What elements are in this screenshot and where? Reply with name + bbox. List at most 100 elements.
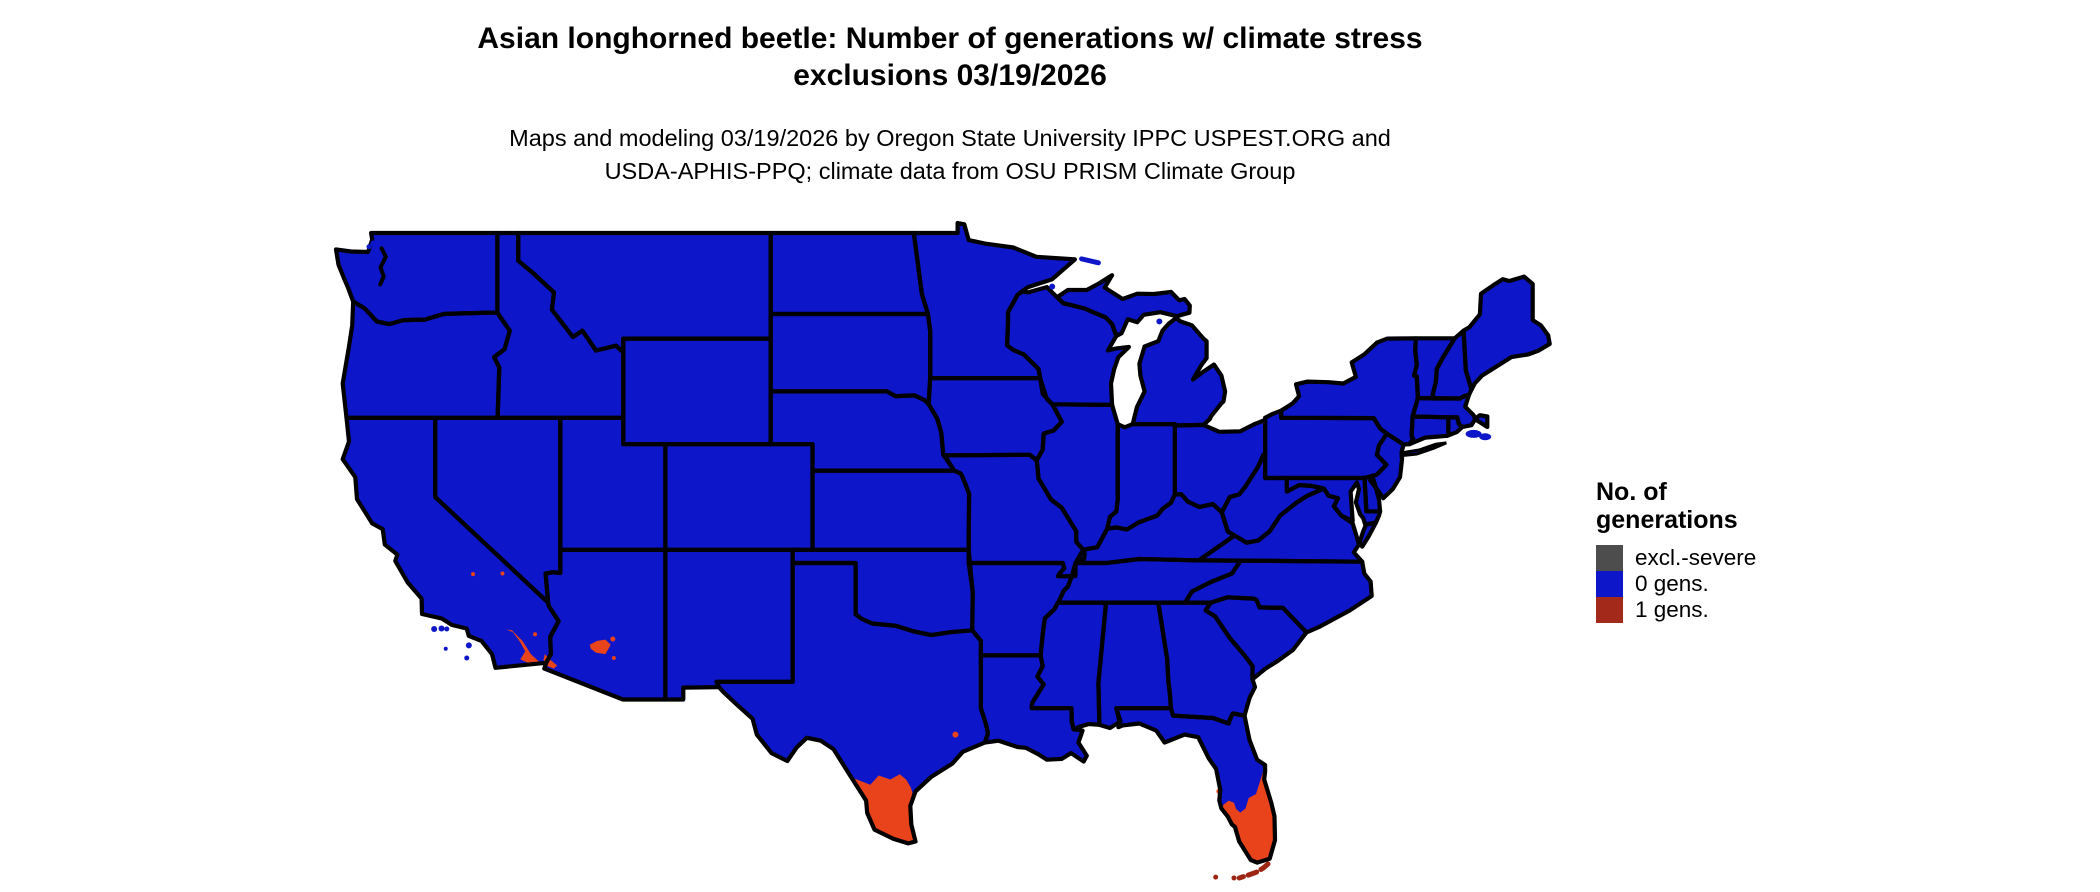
state-tn: [1059, 559, 1241, 603]
channel-island-4: [464, 655, 470, 661]
state-ok: [792, 549, 973, 636]
one-generation-regions: [471, 571, 1275, 863]
one-gen-dot-0: [952, 731, 959, 738]
state-mn: [913, 223, 1075, 379]
us-map: [333, 220, 1552, 881]
map-title-line2: exclusions 03/19/2026: [793, 59, 1107, 92]
state-md: [1286, 478, 1381, 525]
state-ny: [1281, 338, 1418, 445]
channel-island-3: [465, 642, 472, 649]
nantucket-island: [1479, 433, 1492, 441]
legend-swatch-excl-severe: [1596, 545, 1623, 571]
state-ga: [1158, 602, 1255, 724]
state-nv: [435, 417, 561, 603]
state-de: [1364, 475, 1381, 512]
state-az: [544, 549, 666, 700]
state-id: [494, 233, 624, 418]
islands-and-keys: [366, 240, 1492, 881]
state-pa: [1265, 410, 1387, 478]
state-border-fl: [1114, 706, 1278, 865]
dry-tortugas-dot: [1213, 874, 1219, 880]
state-mil: [1132, 318, 1226, 426]
long-island: [1399, 441, 1447, 458]
puget-sound-coastline: [378, 246, 389, 287]
legend-swatch-1-gens: [1596, 597, 1623, 623]
map-title-line1: Asian longhorned beetle: Number of gener…: [477, 22, 1423, 55]
state-ca: [342, 417, 559, 668]
state-ind: [1107, 424, 1175, 530]
marthas-vineyard-island: [1465, 429, 1482, 438]
legend-swatch-0-gens: [1596, 571, 1623, 597]
one-gen-dot-6: [533, 632, 538, 637]
one-gen-dot-5: [471, 572, 476, 577]
one-gen-dot-2: [610, 636, 616, 642]
legend-title-line2: generations: [1596, 506, 1738, 534]
legend-label-1-gens: 1 gens.: [1635, 597, 1709, 622]
state-ri: [1447, 417, 1463, 436]
map-subtitle: Maps and modeling 03/19/2026 by Oregon S…: [330, 122, 1570, 188]
state-ks: [812, 470, 970, 550]
legend-label-0-gens: 0 gens.: [1635, 571, 1709, 596]
state-border-il: [1034, 402, 1120, 552]
small-island-1: [366, 244, 372, 250]
legend-item-0-gens: 0 gens.: [1596, 571, 1896, 597]
state-nd: [770, 233, 928, 314]
florida-keys: [1236, 861, 1271, 881]
state-border-vashore: [1357, 520, 1378, 549]
state-ia: [928, 378, 1062, 461]
one-gen-tx-south: [853, 774, 915, 844]
map-subtitle-line2: USDA-APHIS-PPQ; climate data from OSU PR…: [604, 158, 1296, 184]
state-borders: [333, 220, 1552, 865]
state-il: [1036, 404, 1118, 550]
state-nh: [1432, 330, 1472, 399]
one-gen-dot-4: [500, 571, 505, 576]
one-gen-ca-imperial: [506, 629, 541, 663]
legend: No. of generations excl.-severe 0 gens. …: [1596, 478, 1896, 623]
state-wy: [623, 338, 771, 445]
legend-rows: excl.-severe 0 gens. 1 gens.: [1596, 545, 1896, 623]
state-border-az: [542, 547, 668, 702]
state-ar: [968, 563, 1072, 656]
legend-title-line1: No. of: [1596, 478, 1667, 506]
state-nm: [665, 549, 793, 700]
legend-item-1-gens: 1 gens.: [1596, 597, 1896, 623]
channel-island-2: [444, 626, 450, 632]
isle-royale-island: [1079, 256, 1101, 266]
state-wv: [1221, 453, 1324, 543]
channel-island-5: [443, 646, 448, 651]
map-subtitle-line1: Maps and modeling 03/19/2026 by Oregon S…: [509, 125, 1391, 151]
state-border-tx: [714, 560, 991, 846]
state-sc: [1205, 597, 1307, 680]
state-al: [1098, 602, 1171, 728]
one-gen-dot-3: [611, 656, 616, 661]
state-va: [1198, 488, 1363, 562]
small-island-2: [1049, 283, 1056, 290]
state-nc: [1185, 560, 1372, 633]
state-border-miu: [1054, 273, 1192, 339]
state-mt: [518, 233, 771, 353]
state-ky: [1075, 494, 1235, 563]
small-island-0: [370, 240, 377, 247]
channel-island-0: [431, 626, 438, 632]
state-fills: [336, 223, 1550, 863]
state-border-oh: [1172, 417, 1268, 515]
one-gen-fl-south: [1221, 765, 1275, 863]
state-border-mil: [1130, 315, 1228, 428]
state-border-me: [1461, 274, 1552, 392]
state-co: [665, 444, 813, 550]
state-mo: [944, 454, 1085, 577]
state-ms: [1031, 600, 1106, 730]
state-ut: [560, 417, 666, 550]
state-or: [342, 301, 510, 418]
legend-item-excl-severe: excl.-severe: [1596, 545, 1896, 571]
small-island-3: [1156, 318, 1163, 325]
key-west-dot: [1231, 875, 1237, 881]
state-ne: [770, 391, 955, 471]
state-me: [1463, 276, 1550, 390]
one-gen-az-phoenix: [589, 639, 611, 655]
state-wa: [336, 233, 498, 325]
channel-island-1: [438, 625, 445, 632]
legend-title: No. of generations: [1596, 478, 1896, 534]
state-border-md: [1284, 475, 1383, 527]
